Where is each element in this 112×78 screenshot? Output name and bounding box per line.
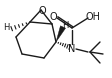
- Text: H: H: [3, 23, 9, 33]
- Text: N: N: [68, 44, 75, 54]
- Polygon shape: [56, 26, 65, 42]
- Text: OH: OH: [85, 12, 100, 22]
- Text: O: O: [38, 6, 45, 16]
- Text: H: H: [61, 21, 68, 29]
- Text: O: O: [49, 12, 56, 22]
